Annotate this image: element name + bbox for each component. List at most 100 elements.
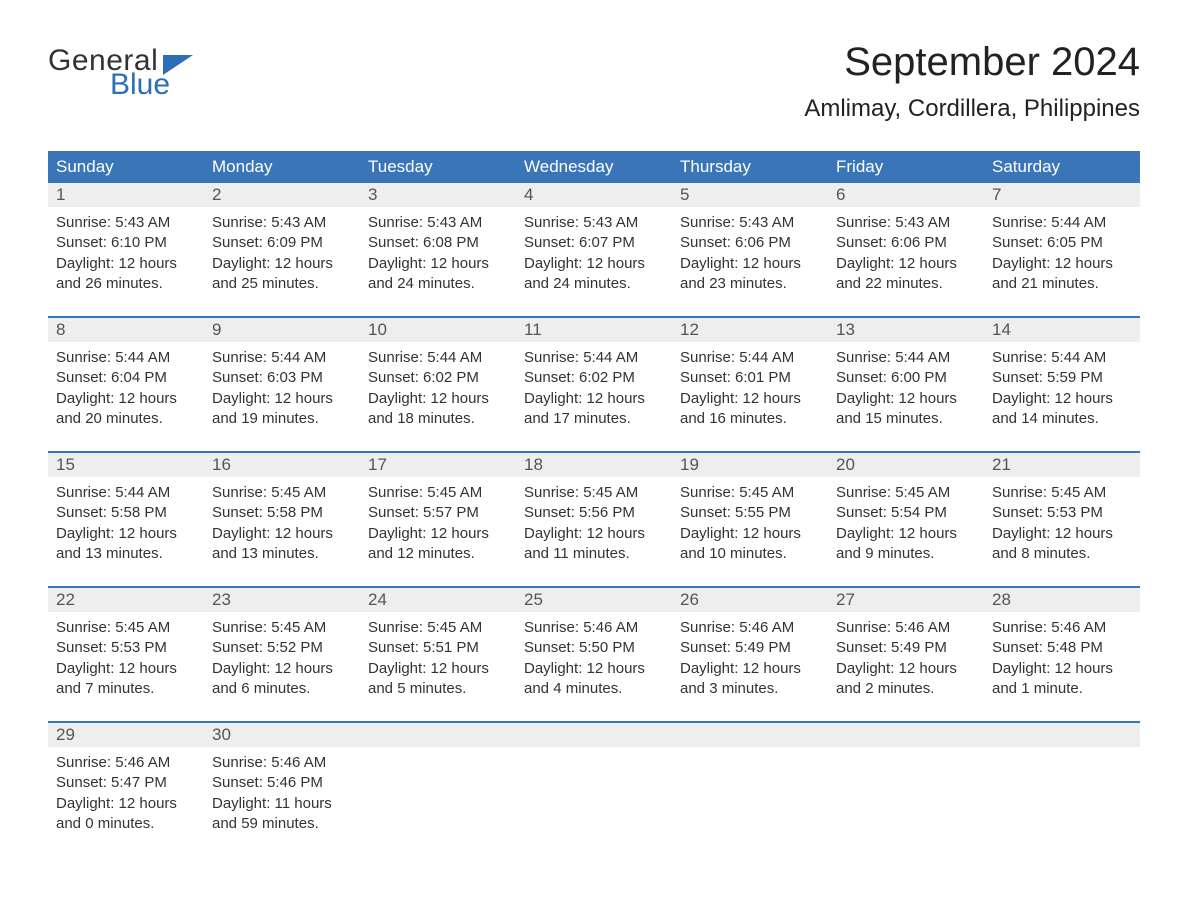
sunrise-line: Sunrise: 5:45 AM <box>524 483 664 503</box>
day-cell: 10Sunrise: 5:44 AMSunset: 6:02 PMDayligh… <box>360 316 516 451</box>
day-number: 5 <box>672 183 828 207</box>
daylight-line: and 14 minutes. <box>992 409 1132 429</box>
day-cell: 19Sunrise: 5:45 AMSunset: 5:55 PMDayligh… <box>672 451 828 586</box>
day-details: Sunrise: 5:45 AMSunset: 5:54 PMDaylight:… <box>828 477 984 586</box>
daylight-line: and 13 minutes. <box>212 544 352 564</box>
sunrise-line: Sunrise: 5:45 AM <box>368 483 508 503</box>
day-cell: 16Sunrise: 5:45 AMSunset: 5:58 PMDayligh… <box>204 451 360 586</box>
daylight-line: and 10 minutes. <box>680 544 820 564</box>
daylight-line: Daylight: 12 hours <box>368 524 508 544</box>
day-details: Sunrise: 5:45 AMSunset: 5:53 PMDaylight:… <box>48 612 204 721</box>
week-row: 29Sunrise: 5:46 AMSunset: 5:47 PMDayligh… <box>48 721 1140 856</box>
daylight-line: and 22 minutes. <box>836 274 976 294</box>
sunset-line: Sunset: 5:51 PM <box>368 638 508 658</box>
sunrise-line: Sunrise: 5:43 AM <box>836 213 976 233</box>
daylight-line: Daylight: 12 hours <box>836 524 976 544</box>
day-number: 2 <box>204 183 360 207</box>
day-number: 6 <box>828 183 984 207</box>
daylight-line: and 8 minutes. <box>992 544 1132 564</box>
sunrise-line: Sunrise: 5:44 AM <box>992 348 1132 368</box>
day-details: Sunrise: 5:44 AMSunset: 6:05 PMDaylight:… <box>984 207 1140 316</box>
day-details: Sunrise: 5:43 AMSunset: 6:10 PMDaylight:… <box>48 207 204 316</box>
location-label: Amlimay, Cordillera, Philippines <box>804 95 1140 123</box>
day-details: Sunrise: 5:46 AMSunset: 5:49 PMDaylight:… <box>828 612 984 721</box>
day-cell: 29Sunrise: 5:46 AMSunset: 5:47 PMDayligh… <box>48 721 204 856</box>
day-number: 3 <box>360 183 516 207</box>
sunset-line: Sunset: 6:10 PM <box>56 233 196 253</box>
sunrise-line: Sunrise: 5:45 AM <box>56 618 196 638</box>
day-cell: 25Sunrise: 5:46 AMSunset: 5:50 PMDayligh… <box>516 586 672 721</box>
daylight-line: and 20 minutes. <box>56 409 196 429</box>
daylight-line: Daylight: 12 hours <box>368 254 508 274</box>
sunset-line: Sunset: 5:46 PM <box>212 773 352 793</box>
day-cell: 24Sunrise: 5:45 AMSunset: 5:51 PMDayligh… <box>360 586 516 721</box>
empty-cell <box>360 721 516 856</box>
daylight-line: and 2 minutes. <box>836 679 976 699</box>
day-details: Sunrise: 5:46 AMSunset: 5:50 PMDaylight:… <box>516 612 672 721</box>
sunrise-line: Sunrise: 5:46 AM <box>212 753 352 773</box>
day-details: Sunrise: 5:44 AMSunset: 5:59 PMDaylight:… <box>984 342 1140 451</box>
daylight-line: Daylight: 12 hours <box>992 659 1132 679</box>
sunset-line: Sunset: 6:00 PM <box>836 368 976 388</box>
daylight-line: Daylight: 12 hours <box>680 389 820 409</box>
daylight-line: and 6 minutes. <box>212 679 352 699</box>
daylight-line: and 25 minutes. <box>212 274 352 294</box>
day-number: 16 <box>204 451 360 477</box>
daylight-line: Daylight: 12 hours <box>368 659 508 679</box>
day-cell: 27Sunrise: 5:46 AMSunset: 5:49 PMDayligh… <box>828 586 984 721</box>
day-details: Sunrise: 5:43 AMSunset: 6:07 PMDaylight:… <box>516 207 672 316</box>
sunrise-line: Sunrise: 5:45 AM <box>368 618 508 638</box>
day-details <box>672 747 828 837</box>
day-number <box>672 721 828 747</box>
sunrise-line: Sunrise: 5:44 AM <box>212 348 352 368</box>
sunrise-line: Sunrise: 5:44 AM <box>368 348 508 368</box>
sunset-line: Sunset: 6:09 PM <box>212 233 352 253</box>
daylight-line: Daylight: 11 hours <box>212 794 352 814</box>
sunrise-line: Sunrise: 5:46 AM <box>992 618 1132 638</box>
day-number: 25 <box>516 586 672 612</box>
day-cell: 18Sunrise: 5:45 AMSunset: 5:56 PMDayligh… <box>516 451 672 586</box>
daylight-line: Daylight: 12 hours <box>680 254 820 274</box>
sunrise-line: Sunrise: 5:43 AM <box>368 213 508 233</box>
sunrise-line: Sunrise: 5:43 AM <box>56 213 196 233</box>
day-cell: 12Sunrise: 5:44 AMSunset: 6:01 PMDayligh… <box>672 316 828 451</box>
column-header: Wednesday <box>516 151 672 183</box>
day-cell: 15Sunrise: 5:44 AMSunset: 5:58 PMDayligh… <box>48 451 204 586</box>
week-row: 8Sunrise: 5:44 AMSunset: 6:04 PMDaylight… <box>48 316 1140 451</box>
day-cell: 26Sunrise: 5:46 AMSunset: 5:49 PMDayligh… <box>672 586 828 721</box>
sunset-line: Sunset: 6:05 PM <box>992 233 1132 253</box>
day-number: 13 <box>828 316 984 342</box>
sunrise-line: Sunrise: 5:43 AM <box>680 213 820 233</box>
day-number: 27 <box>828 586 984 612</box>
day-cell: 7Sunrise: 5:44 AMSunset: 6:05 PMDaylight… <box>984 183 1140 316</box>
day-number: 1 <box>48 183 204 207</box>
day-cell: 1Sunrise: 5:43 AMSunset: 6:10 PMDaylight… <box>48 183 204 316</box>
sunset-line: Sunset: 5:57 PM <box>368 503 508 523</box>
day-cell: 13Sunrise: 5:44 AMSunset: 6:00 PMDayligh… <box>828 316 984 451</box>
day-number: 29 <box>48 721 204 747</box>
sunrise-line: Sunrise: 5:44 AM <box>992 213 1132 233</box>
sunrise-line: Sunrise: 5:45 AM <box>212 618 352 638</box>
sunrise-line: Sunrise: 5:45 AM <box>836 483 976 503</box>
day-number: 22 <box>48 586 204 612</box>
day-details: Sunrise: 5:45 AMSunset: 5:57 PMDaylight:… <box>360 477 516 586</box>
day-number: 10 <box>360 316 516 342</box>
day-cell: 3Sunrise: 5:43 AMSunset: 6:08 PMDaylight… <box>360 183 516 316</box>
day-cell: 30Sunrise: 5:46 AMSunset: 5:46 PMDayligh… <box>204 721 360 856</box>
sunset-line: Sunset: 6:07 PM <box>524 233 664 253</box>
day-details: Sunrise: 5:44 AMSunset: 6:02 PMDaylight:… <box>516 342 672 451</box>
sunset-line: Sunset: 5:53 PM <box>992 503 1132 523</box>
sunset-line: Sunset: 5:56 PM <box>524 503 664 523</box>
daylight-line: and 24 minutes. <box>368 274 508 294</box>
sunrise-line: Sunrise: 5:44 AM <box>680 348 820 368</box>
column-header: Tuesday <box>360 151 516 183</box>
day-cell: 5Sunrise: 5:43 AMSunset: 6:06 PMDaylight… <box>672 183 828 316</box>
daylight-line: Daylight: 12 hours <box>680 659 820 679</box>
column-header: Friday <box>828 151 984 183</box>
calendar-table: SundayMondayTuesdayWednesdayThursdayFrid… <box>48 151 1140 856</box>
daylight-line: Daylight: 12 hours <box>836 254 976 274</box>
daylight-line: and 1 minute. <box>992 679 1132 699</box>
column-header: Saturday <box>984 151 1140 183</box>
day-details: Sunrise: 5:45 AMSunset: 5:51 PMDaylight:… <box>360 612 516 721</box>
day-number: 7 <box>984 183 1140 207</box>
